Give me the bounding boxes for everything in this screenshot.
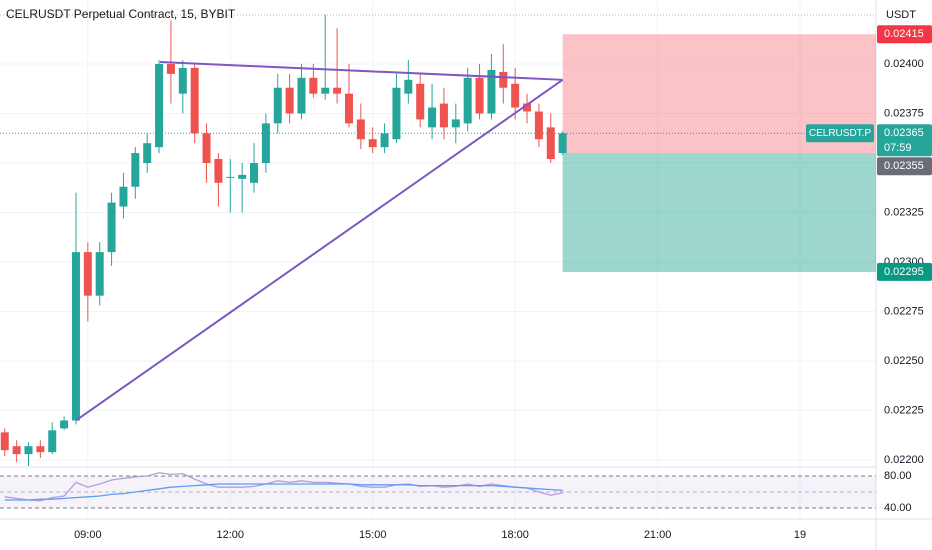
x-tick-label: 21:00 (644, 529, 672, 541)
candle-body (214, 159, 223, 183)
candle-body (250, 162, 259, 183)
candle-body (178, 67, 187, 94)
stop-price-label-bg (877, 25, 932, 44)
candle-body (143, 143, 152, 163)
candle-body (285, 87, 294, 114)
candle-body (404, 79, 413, 94)
candle-body (309, 77, 318, 94)
candle-body (534, 111, 543, 140)
candle-body (463, 77, 472, 124)
candle-body (12, 446, 21, 455)
candle-body (95, 252, 104, 296)
candle-body (451, 119, 460, 128)
candle-body (380, 133, 389, 148)
candle-body (558, 133, 567, 154)
indicator-line (4, 483, 563, 501)
candle-body (333, 87, 342, 94)
candle-body (71, 252, 80, 421)
candle-body (48, 430, 57, 453)
candle-body (83, 252, 92, 296)
y-tick-label: 0.02200 (884, 454, 924, 466)
countdown: 07:59 (884, 142, 912, 154)
candle-body (202, 133, 211, 163)
x-tick-label: 15:00 (359, 529, 387, 541)
y-tick-label: 40.00 (884, 502, 912, 514)
candle-body (392, 87, 401, 140)
trendline (159, 60, 563, 81)
indicator-line (4, 472, 563, 502)
target-price-label-bg (877, 262, 932, 281)
candle-body (487, 69, 496, 114)
trendline (75, 78, 564, 422)
symbol-label: CELRUSDT.P (809, 128, 872, 139)
x-tick-label: 09:00 (74, 529, 102, 541)
candle-body (190, 67, 199, 134)
candle-body (297, 77, 306, 114)
target-zone (562, 153, 876, 272)
candle-body (36, 446, 45, 453)
y-tick-label: 0.02375 (884, 107, 924, 119)
x-tick-label: 12:00 (217, 529, 245, 541)
y-tick-label: 0.02250 (884, 355, 924, 367)
candle-body (321, 87, 330, 94)
candle-body (155, 63, 164, 148)
candle-body (0, 432, 9, 451)
candle-body (368, 139, 377, 148)
chart-title: CELRUSDT Perpetual Contract, 15, BYBIT (6, 7, 236, 21)
last-price-label: 0.02365 (884, 127, 924, 139)
y-unit: USDT (886, 9, 916, 21)
candle-body (344, 93, 353, 124)
candle-body (261, 123, 270, 163)
candle-body (166, 63, 175, 74)
candle-body (356, 119, 365, 140)
candle-body (523, 103, 532, 112)
y-tick-label: 0.02225 (884, 404, 924, 416)
entry-price-label-bg (877, 157, 932, 176)
y-tick-label: 0.02325 (884, 206, 924, 218)
y-tick-label: 0.02400 (884, 58, 924, 70)
stop-price-label: 0.02415 (884, 28, 924, 40)
candle-body (273, 87, 282, 124)
candle-body (416, 83, 425, 120)
x-tick-label: 19 (794, 529, 806, 541)
y-tick-label: 80.00 (884, 470, 912, 482)
entry-price-label: 0.02355 (884, 160, 924, 172)
symbol-label-bg (806, 124, 874, 143)
target-price-label: 0.02295 (884, 266, 924, 278)
candle-body (107, 202, 116, 253)
candle-body (511, 83, 520, 108)
y-tick-label: 0.02275 (884, 305, 924, 317)
candle-body (499, 71, 508, 88)
x-tick-label: 18:00 (501, 529, 529, 541)
candle-body (60, 420, 69, 429)
candle-body (119, 186, 128, 207)
candle-body (475, 77, 484, 114)
candle-body (131, 153, 140, 187)
candle-body (439, 103, 448, 128)
candle-body (238, 174, 247, 179)
candle-body (24, 446, 33, 455)
last-price-label-bg (877, 124, 932, 157)
candle-body (428, 107, 437, 128)
candle-body (226, 176, 235, 178)
candle-body (546, 127, 555, 160)
